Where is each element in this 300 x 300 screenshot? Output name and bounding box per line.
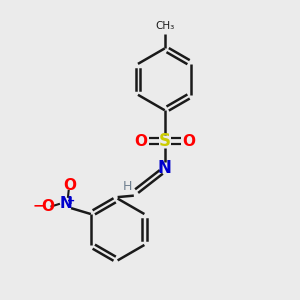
Text: O: O [41, 199, 54, 214]
Text: O: O [64, 178, 77, 193]
Text: O: O [182, 134, 195, 149]
Text: +: + [67, 196, 75, 206]
Text: −: − [32, 198, 44, 212]
Text: O: O [135, 134, 148, 149]
Text: CH₃: CH₃ [155, 21, 174, 31]
Text: N: N [158, 159, 172, 177]
Text: N: N [59, 196, 72, 211]
Text: H: H [122, 180, 132, 193]
Text: S: S [159, 132, 171, 150]
